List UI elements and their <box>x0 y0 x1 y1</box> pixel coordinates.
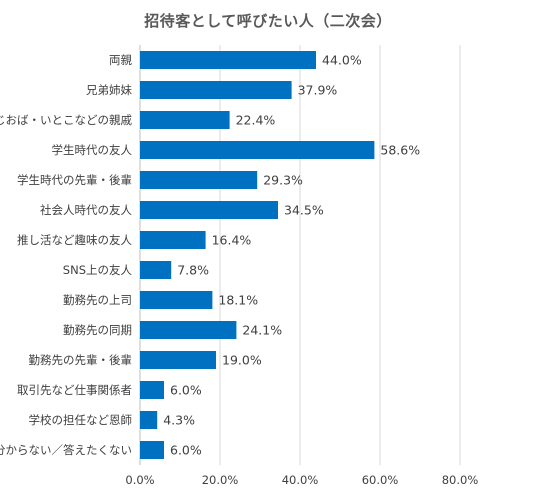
x-tick-label: 80.0% <box>442 473 479 487</box>
bar <box>140 291 213 309</box>
x-tick-label: 0.0% <box>125 473 154 487</box>
bar <box>140 441 164 459</box>
bar <box>140 51 316 69</box>
category-label: 学生時代の友人 <box>52 143 133 157</box>
bar <box>140 261 172 279</box>
x-tick-label: 20.0% <box>202 473 239 487</box>
category-label: 学校の担任など恩師 <box>29 413 133 427</box>
category-label: SNS上の友人 <box>63 263 133 277</box>
data-label: 7.8% <box>177 263 209 278</box>
data-label: 18.1% <box>218 293 258 308</box>
data-label: 6.0% <box>170 383 202 398</box>
bar <box>140 111 230 129</box>
bar <box>140 81 292 99</box>
chart-title: 招待客として呼びたい人（二次会） <box>144 12 392 30</box>
data-label: 24.1% <box>242 323 282 338</box>
category-label: 勤務先の同期 <box>63 323 132 337</box>
data-label: 34.5% <box>284 203 324 218</box>
category-label: 兄弟姉妹 <box>86 83 132 97</box>
category-label: 勤務先の上司 <box>63 293 132 307</box>
category-label: 学生時代の先輩・後輩 <box>17 173 132 187</box>
bar <box>140 171 258 189</box>
data-label: 22.4% <box>236 113 276 128</box>
data-label: 6.0% <box>170 443 202 458</box>
x-tick-label: 60.0% <box>362 473 399 487</box>
bar <box>140 141 375 159</box>
bar <box>140 351 216 369</box>
bar <box>140 411 158 429</box>
bar <box>140 231 206 249</box>
category-label: 取引先など仕事関係者 <box>17 383 132 397</box>
x-tick-label: 40.0% <box>282 473 319 487</box>
data-label: 4.3% <box>163 413 195 428</box>
data-label: 37.9% <box>298 83 338 98</box>
category-label: 分からない／答えたくない <box>0 443 132 457</box>
category-label: 勤務先の先輩・後輩 <box>29 353 133 367</box>
category-label: おじおば・いとこなどの親戚 <box>0 113 132 127</box>
data-label: 44.0% <box>322 53 362 68</box>
bar <box>140 321 237 339</box>
data-label: 19.0% <box>222 353 262 368</box>
category-label: 推し活など趣味の友人 <box>17 233 132 247</box>
category-label: 社会人時代の友人 <box>40 203 132 217</box>
data-label: 29.3% <box>263 173 303 188</box>
category-label: 両親 <box>109 53 132 67</box>
bar <box>140 201 278 219</box>
data-label: 16.4% <box>212 233 252 248</box>
bar <box>140 381 164 399</box>
data-label: 58.6% <box>380 143 420 158</box>
